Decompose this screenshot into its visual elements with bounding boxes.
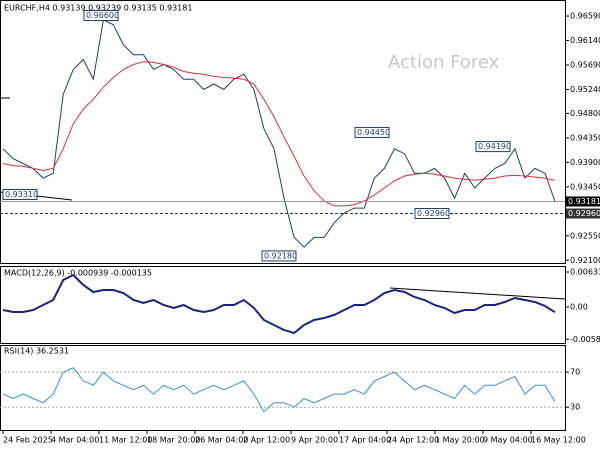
y-tick-label: 0.94350 xyxy=(570,133,600,142)
y-tick-label: 0.92100 xyxy=(570,256,600,265)
y-tick-label: 0.93450 xyxy=(570,182,600,191)
series-line xyxy=(2,19,556,248)
series-line xyxy=(2,367,556,413)
annotation-box xyxy=(83,10,119,22)
y-tick-label: 0.95240 xyxy=(570,85,600,94)
y-tick-label: 0.95690 xyxy=(570,61,600,70)
annotation-box xyxy=(475,141,511,153)
y-tick-label: 0.96140 xyxy=(570,36,600,45)
y-tick-label: 0.92550 xyxy=(570,231,600,240)
y-tick-label: 0.96590 xyxy=(570,12,600,21)
y-tick-label: 0.006332 xyxy=(570,268,600,277)
x-tick-label: 16 May 12:00 xyxy=(531,436,586,445)
x-tick-label: 17 Apr 04:00 xyxy=(339,436,391,445)
annotation-box xyxy=(354,126,390,138)
y-tick-label: -0.005845 xyxy=(570,335,600,344)
x-tick-label: 9 May 04:00 xyxy=(483,436,533,445)
x-tick-label: 24 Feb 2025 xyxy=(3,436,53,445)
annotation-label: 0.94190 xyxy=(478,142,511,151)
x-tick-label: 11 Mar 12:00 xyxy=(99,436,152,445)
rsi-title: RSI(14) 36.2531 xyxy=(4,347,69,356)
annotation-label: 0.94450 xyxy=(357,128,390,137)
y-tick-label: 0.94800 xyxy=(570,109,600,118)
annotation-label: 0.96600 xyxy=(86,11,119,20)
x-tick-label: 18 Mar 20:00 xyxy=(147,436,200,445)
series-line xyxy=(2,61,556,207)
current-price-label: 0.93181 xyxy=(568,197,600,206)
x-tick-label: 24 Apr 12:00 xyxy=(387,436,439,445)
annotation-label: 0.92960 xyxy=(417,209,450,218)
macd-panel xyxy=(0,266,566,344)
y-tick-label: 70 xyxy=(570,368,580,377)
y-tick-label: 0.93900 xyxy=(570,158,600,167)
watermark: Action Forex xyxy=(388,52,500,73)
rsi-panel xyxy=(0,345,566,431)
price-box xyxy=(566,208,600,219)
x-tick-label: 2 Apr 12:00 xyxy=(243,436,290,445)
x-tick-label: 4 Mar 04:00 xyxy=(51,436,99,445)
y-tick-label: 30 xyxy=(570,403,580,412)
price-box xyxy=(566,196,600,207)
annotation-box xyxy=(2,188,38,200)
x-tick-label: 9 Apr 20:00 xyxy=(291,436,338,445)
annotation-label: 0.92180 xyxy=(264,251,297,260)
series-line xyxy=(2,273,556,335)
level-label: 0.92960 xyxy=(568,209,600,218)
annotation-label: 0.93310 xyxy=(5,190,38,199)
macd-title: MACD(12,26,9) -0.000939 -0.000135 xyxy=(4,269,152,278)
x-tick-label: 26 Mar 04:00 xyxy=(195,436,248,445)
chart-title: EURCHF,H4 0.93139 0.93239 0.93135 0.9318… xyxy=(4,4,192,13)
x-tick-label: 1 May 20:00 xyxy=(435,436,485,445)
y-tick-label: 0.00 xyxy=(570,302,588,311)
main-panel xyxy=(0,0,566,264)
macd-trend-line xyxy=(389,287,566,300)
annotation-box xyxy=(414,208,450,220)
annotation-box xyxy=(261,250,297,262)
